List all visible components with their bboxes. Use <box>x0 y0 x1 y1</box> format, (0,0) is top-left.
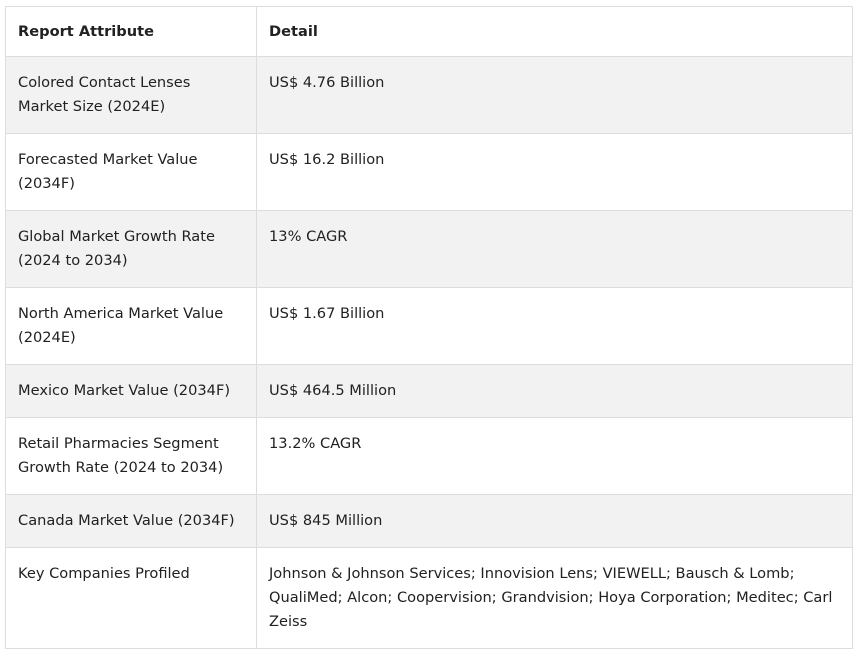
detail-cell: US$ 464.5 Million <box>256 364 853 418</box>
attribute-cell: Forecasted Market Value (2034F) <box>5 133 257 211</box>
detail-cell: US$ 1.67 Billion <box>256 287 853 365</box>
report-table-container: Report Attribute Detail Colored Contact … <box>5 6 853 649</box>
table-row: Global Market Growth Rate (2024 to 2034)… <box>5 210 853 288</box>
attribute-cell: Global Market Growth Rate (2024 to 2034) <box>5 210 257 288</box>
header-detail: Detail <box>256 6 853 57</box>
attribute-cell: Key Companies Profiled <box>5 547 257 649</box>
report-attributes-table: Report Attribute Detail Colored Contact … <box>5 6 853 649</box>
table-row: Retail Pharmacies Segment Growth Rate (2… <box>5 417 853 495</box>
table-header-row: Report Attribute Detail <box>5 6 853 57</box>
header-report-attribute: Report Attribute <box>5 6 257 57</box>
attribute-cell: Canada Market Value (2034F) <box>5 494 257 548</box>
attribute-cell: Retail Pharmacies Segment Growth Rate (2… <box>5 417 257 495</box>
table-row: Colored Contact Lenses Market Size (2024… <box>5 56 853 134</box>
table-row: Key Companies Profiled Johnson & Johnson… <box>5 547 853 649</box>
attribute-cell: Colored Contact Lenses Market Size (2024… <box>5 56 257 134</box>
attribute-cell: North America Market Value (2024E) <box>5 287 257 365</box>
detail-cell: Johnson & Johnson Services; Innovision L… <box>256 547 853 649</box>
detail-cell: 13.2% CAGR <box>256 417 853 495</box>
table-row: North America Market Value (2024E) US$ 1… <box>5 287 853 365</box>
table-row: Mexico Market Value (2034F) US$ 464.5 Mi… <box>5 364 853 418</box>
detail-cell: US$ 4.76 Billion <box>256 56 853 134</box>
table-row: Canada Market Value (2034F) US$ 845 Mill… <box>5 494 853 548</box>
attribute-cell: Mexico Market Value (2034F) <box>5 364 257 418</box>
table-row: Forecasted Market Value (2034F) US$ 16.2… <box>5 133 853 211</box>
detail-cell: US$ 16.2 Billion <box>256 133 853 211</box>
detail-cell: 13% CAGR <box>256 210 853 288</box>
detail-cell: US$ 845 Million <box>256 494 853 548</box>
